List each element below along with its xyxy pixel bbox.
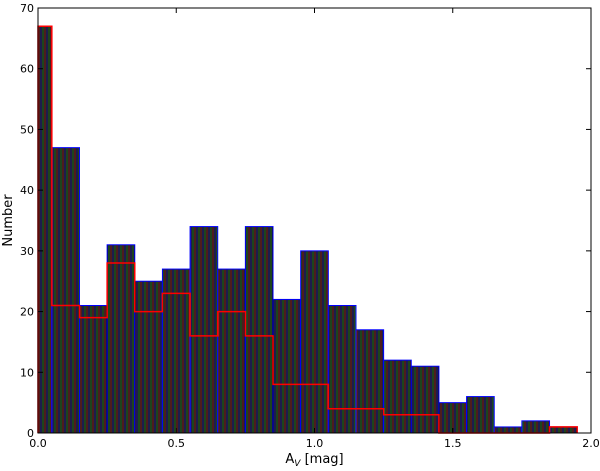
histogram-bar	[327, 305, 357, 434]
histogram-bar	[217, 268, 246, 434]
x-tick-label: 2.0	[582, 437, 600, 450]
histogram-bar	[134, 280, 163, 434]
histogram-bar	[78, 305, 108, 434]
histogram-bar	[383, 359, 412, 434]
x-tick-label: 0.0	[29, 437, 47, 450]
y-tick-label: 70	[20, 2, 34, 15]
x-tick-label: 1.0	[306, 437, 324, 450]
x-tick-label: 0.5	[168, 437, 186, 450]
histogram-bar	[521, 420, 551, 434]
y-tick-label: 20	[20, 306, 34, 319]
histogram-bar	[466, 396, 495, 434]
histogram-bar	[161, 268, 191, 434]
y-tick-label: 60	[20, 63, 34, 76]
histogram-bar	[493, 426, 523, 434]
histogram-bar	[106, 244, 136, 434]
histogram-bar	[272, 298, 302, 434]
y-axis-label: Number	[1, 194, 16, 247]
histogram-bar	[300, 250, 329, 434]
histogram-bar	[189, 226, 219, 434]
ticks-layer: 0.0 0.5 1.0 1.5 2.0 0 10 20 30 40 50 60 70	[20, 2, 600, 450]
y-tick-label: 40	[20, 184, 34, 197]
histogram-bar	[438, 402, 468, 434]
histogram-bar	[355, 329, 385, 434]
histogram-bar	[410, 365, 440, 434]
histogram-bar	[51, 147, 80, 434]
histogram-bar	[244, 226, 274, 434]
histogram-bar	[549, 426, 578, 434]
bars-layer	[37, 25, 578, 434]
y-tick-label: 50	[20, 123, 34, 136]
x-axis-label: AV [mag]	[285, 452, 343, 469]
x-tick-label: 1.5	[444, 437, 462, 450]
y-tick-label: 30	[20, 245, 34, 258]
y-tick-label: 10	[20, 366, 34, 379]
y-tick-label: 0	[27, 427, 34, 440]
